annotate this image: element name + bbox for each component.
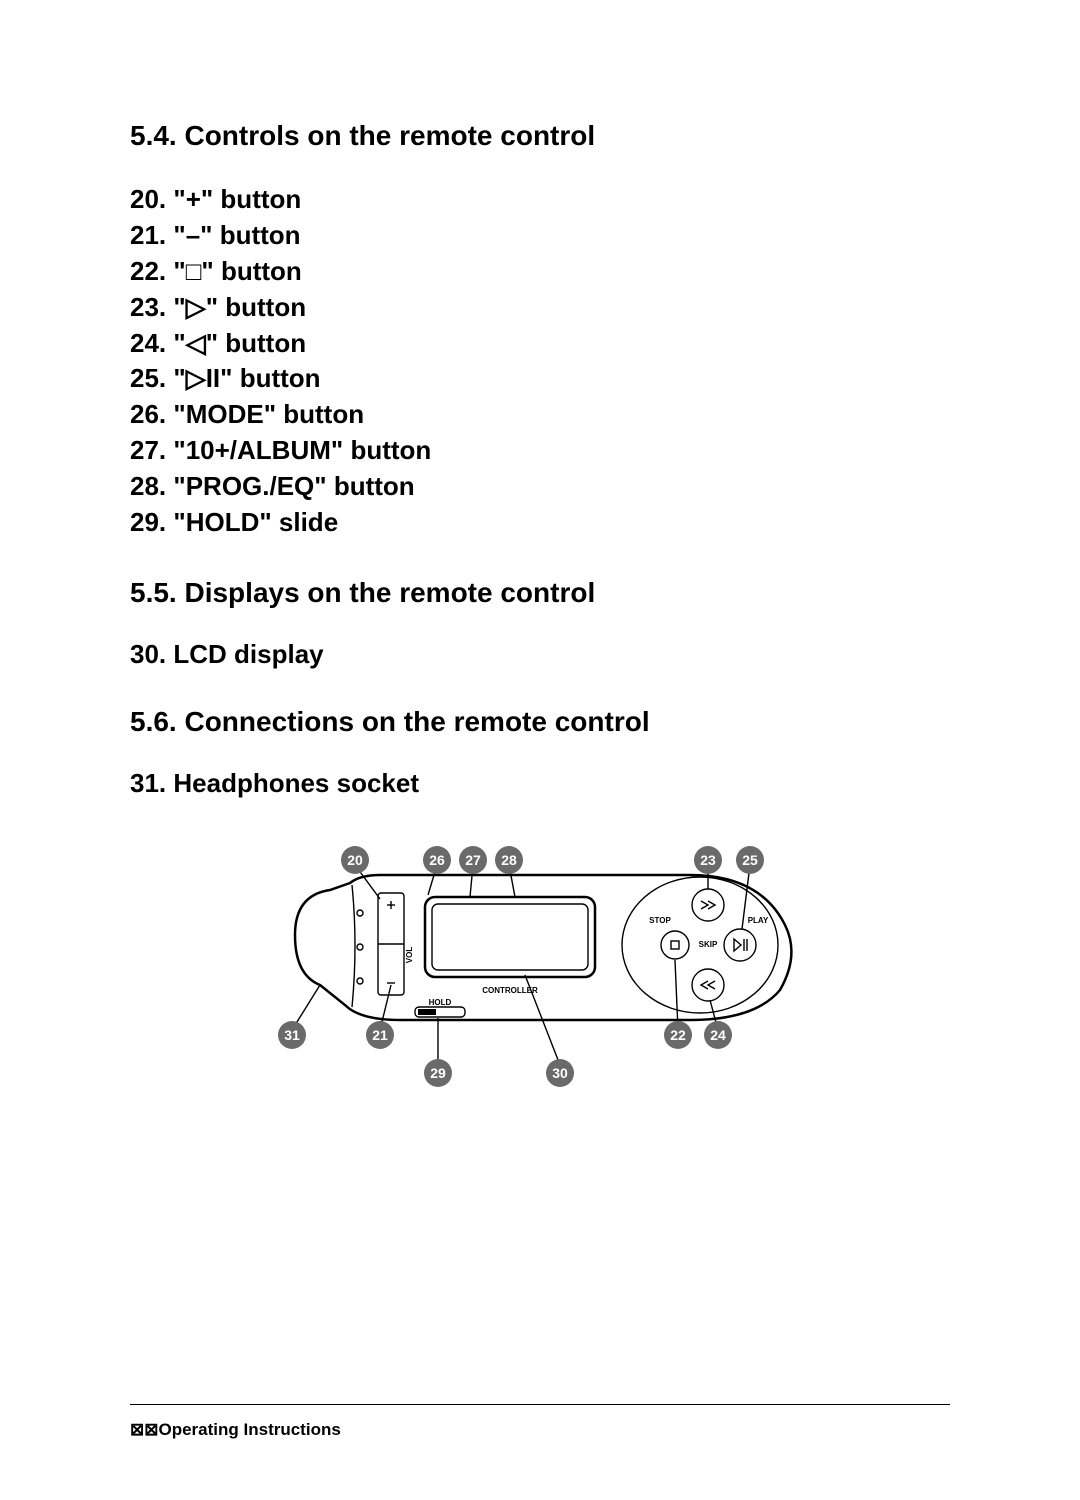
callout-25: 25 bbox=[736, 846, 764, 874]
vol-label: VOL bbox=[405, 946, 414, 963]
list-item: 22. "□" button bbox=[130, 254, 950, 290]
svg-text:22: 22 bbox=[670, 1027, 686, 1043]
list-item: 21. "–" button bbox=[130, 218, 950, 254]
footer-label: Operating Instructions bbox=[159, 1420, 341, 1439]
callout-21: 21 bbox=[366, 1021, 394, 1049]
callout-23: 23 bbox=[694, 846, 722, 874]
list-item: 20. "+" button bbox=[130, 182, 950, 218]
svg-text:24: 24 bbox=[710, 1027, 726, 1043]
callout-24: 24 bbox=[704, 1021, 732, 1049]
list-item: 27. "10+/ALBUM" button bbox=[130, 433, 950, 469]
svg-text:31: 31 bbox=[284, 1027, 300, 1043]
callout-29: 29 bbox=[424, 1059, 452, 1087]
section-5-4-heading: 5.4. Controls on the remote control bbox=[130, 120, 950, 152]
section-5-6-item: 31. Headphones socket bbox=[130, 768, 950, 799]
list-item: 23. "▷" button bbox=[130, 290, 950, 326]
play-label: PLAY bbox=[748, 916, 769, 925]
section-5-4-list: 20. "+" button 21. "–" button 22. "□" bu… bbox=[130, 182, 950, 541]
svg-text:20: 20 bbox=[347, 852, 363, 868]
list-item: 25. "▷II" button bbox=[130, 361, 950, 397]
svg-text:28: 28 bbox=[501, 852, 517, 868]
callout-26: 26 bbox=[423, 846, 451, 874]
svg-text:26: 26 bbox=[429, 852, 445, 868]
page-number-marker: ⊠⊠ bbox=[130, 1420, 159, 1439]
svg-text:21: 21 bbox=[372, 1027, 388, 1043]
svg-text:23: 23 bbox=[700, 852, 716, 868]
hold-label: HOLD bbox=[429, 998, 452, 1007]
stop-label: STOP bbox=[649, 916, 671, 925]
section-5-6-heading: 5.6. Connections on the remote control bbox=[130, 706, 950, 738]
callout-22: 22 bbox=[664, 1021, 692, 1049]
svg-text:29: 29 bbox=[430, 1065, 446, 1081]
list-item: 24. "◁" button bbox=[130, 326, 950, 362]
list-item: 29. "HOLD" slide bbox=[130, 505, 950, 541]
callout-30: 30 bbox=[546, 1059, 574, 1087]
section-5-5-heading: 5.5. Displays on the remote control bbox=[130, 577, 950, 609]
section-5-5-item: 30. LCD display bbox=[130, 639, 950, 670]
callout-31: 31 bbox=[278, 1021, 306, 1049]
svg-text:27: 27 bbox=[465, 852, 481, 868]
svg-text:30: 30 bbox=[552, 1065, 568, 1081]
footer-divider bbox=[130, 1404, 950, 1405]
list-item: 28. "PROG./EQ" button bbox=[130, 469, 950, 505]
callout-28: 28 bbox=[495, 846, 523, 874]
callout-20: 20 bbox=[341, 846, 369, 874]
skip-label: SKIP bbox=[699, 940, 718, 949]
svg-text:25: 25 bbox=[742, 852, 758, 868]
footer-text: ⊠⊠Operating Instructions bbox=[130, 1420, 341, 1440]
remote-control-diagram: VOL CONTROLLER HOLD bbox=[260, 835, 820, 1095]
callout-27: 27 bbox=[459, 846, 487, 874]
list-item: 26. "MODE" button bbox=[130, 397, 950, 433]
